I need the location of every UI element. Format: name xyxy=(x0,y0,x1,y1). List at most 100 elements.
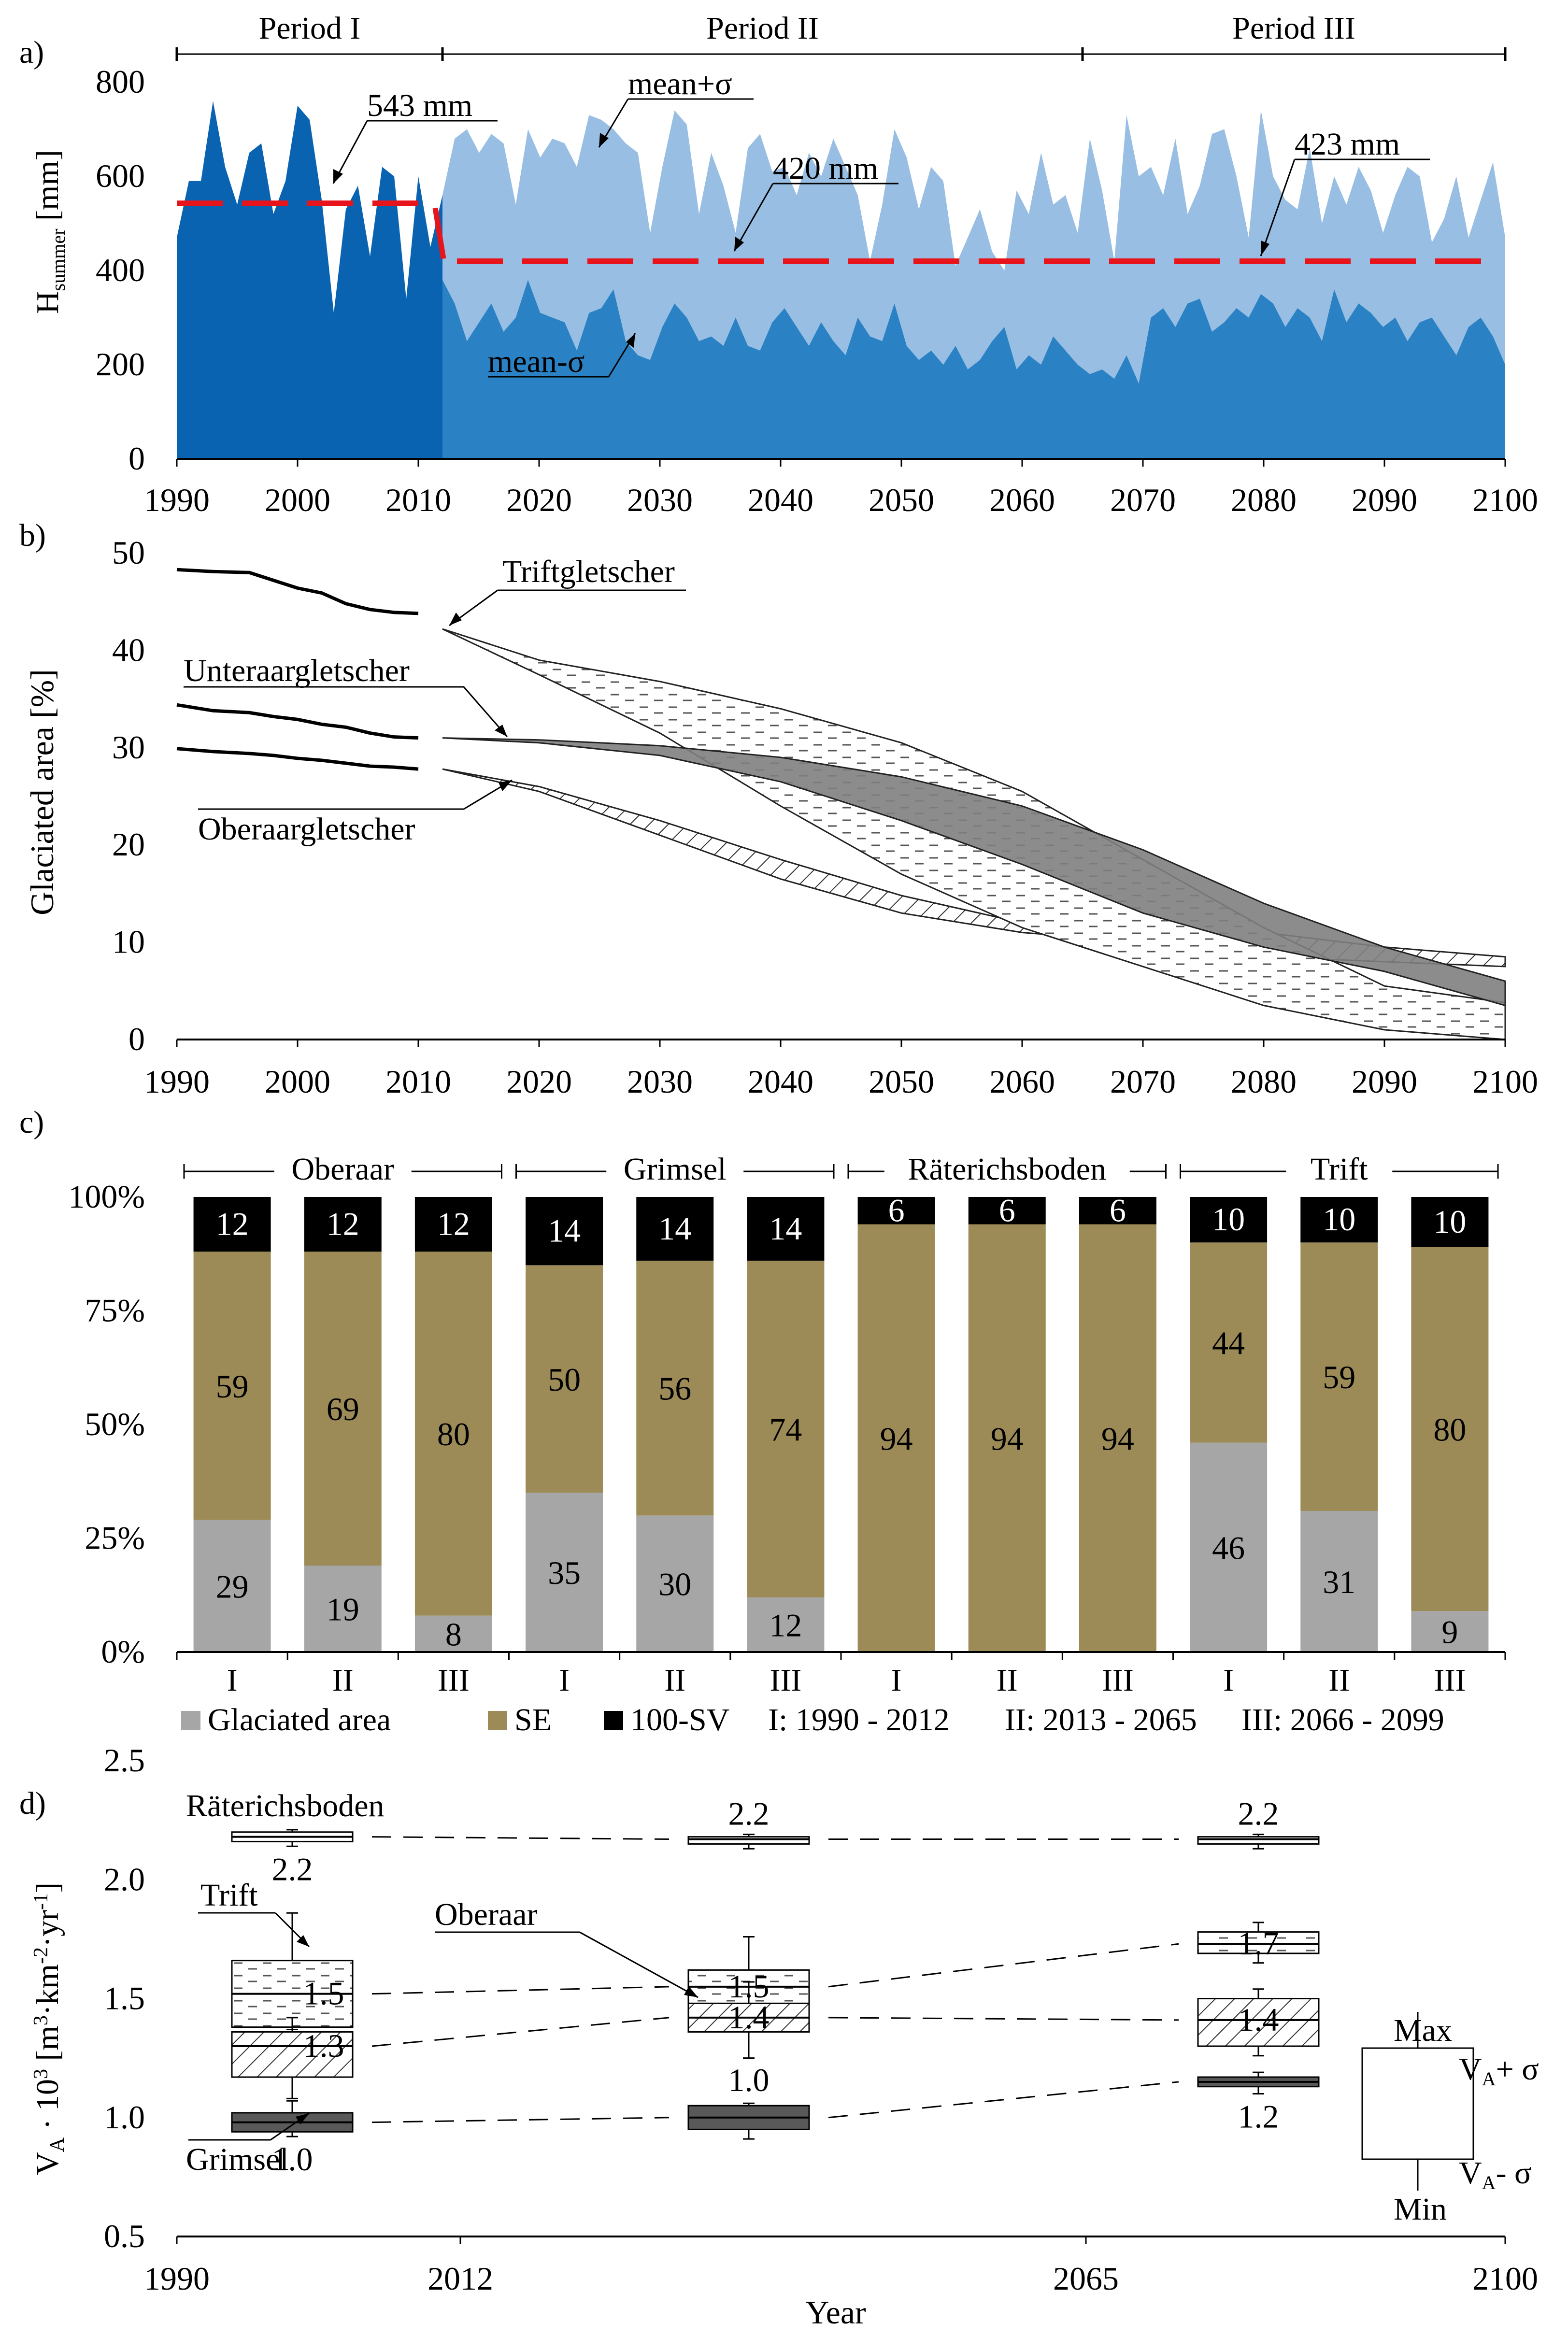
y-tick-label: 0 xyxy=(128,1021,145,1057)
box-label: 1.5 xyxy=(303,1975,344,2012)
bar-glaciated xyxy=(747,1597,825,1652)
x-tick-label: 2100 xyxy=(1472,2260,1538,2297)
x-tick-label: 2040 xyxy=(748,482,813,518)
label-unteraargletscher-text: Unteraargletscher xyxy=(184,653,410,688)
label-trift-text: Trift xyxy=(200,1878,258,1913)
connector-trift xyxy=(828,1943,1179,1988)
bar-se-label: 69 xyxy=(327,1391,359,1427)
label-oberaargletscher: Oberaargletscher xyxy=(198,779,513,847)
y-tick-label: 0.5 xyxy=(104,2218,145,2254)
box-label: 1.0 xyxy=(728,2062,770,2098)
label-raterichsboden: Räterichsboden xyxy=(186,1788,385,1823)
precip-areas xyxy=(177,101,1505,459)
bar-sv xyxy=(857,1197,935,1225)
connector-oberaar xyxy=(828,2017,1179,2021)
bar-sv xyxy=(747,1197,825,1261)
box-räterichsboden xyxy=(1197,1836,1320,1845)
glacier-bands xyxy=(442,628,1506,1040)
box-label: 2.2 xyxy=(1238,1795,1279,1832)
y-tick-label: 200 xyxy=(96,346,145,383)
yl-m: [m xyxy=(30,2025,65,2069)
label-oberaar-text: Oberaar xyxy=(435,1897,538,1932)
legend-glaciated: Glaciated area xyxy=(208,1702,391,1738)
panel-b-label: b) xyxy=(19,518,46,553)
yl-km2: -2 xyxy=(30,1947,52,1964)
x-tick-label: III xyxy=(1434,1663,1466,1698)
label-grimsel-text: Grimsel xyxy=(186,2142,289,2177)
y-tick-label: 400 xyxy=(96,252,145,288)
x-tick-label: 2060 xyxy=(989,1063,1055,1100)
legend-period-3: III: 2066 - 2099 xyxy=(1241,1702,1444,1738)
x-tick-label: II xyxy=(1328,1663,1350,1698)
y-tick-label: 25% xyxy=(85,1520,145,1556)
annotation-543-label: 543 mm xyxy=(367,88,472,123)
box-plots: 2.22.2 2.21.5 1.51.71.31.4 1.41.01.01.2 xyxy=(231,1795,1320,2178)
yl-m3: 3 xyxy=(30,2015,52,2025)
x-axis-label-d: Year xyxy=(805,2294,866,2331)
y-tick-label: 1.5 xyxy=(104,1980,145,2017)
x-tick-labels-a: 1990 2000 2010 2020 2030 2040 2050 2060 2070 2080… xyxy=(144,459,1538,518)
x-tick-label: 2012 xyxy=(428,2260,493,2297)
annotation-420: 420 mm xyxy=(733,151,898,252)
annotation-420-label: 420 mm xyxy=(773,151,878,186)
x-tick-labels-d: 1990 2012 2065 2100 xyxy=(144,2236,1538,2297)
x-tick-label: II xyxy=(332,1663,354,1698)
box-label: 1.4 xyxy=(728,1999,770,2036)
bar-glaciated xyxy=(193,1520,271,1652)
bar-sv xyxy=(1079,1197,1156,1225)
label-trift: Trift xyxy=(198,1878,310,1948)
legend-swatch-sv xyxy=(604,1711,623,1730)
x-tick-label: 1990 xyxy=(144,2260,210,2297)
yl-10: · 10 xyxy=(30,2079,65,2137)
bar-glaciated-label: 46 xyxy=(1212,1529,1245,1566)
x-tick-label: III xyxy=(438,1663,470,1698)
x-tick-label: 2100 xyxy=(1472,482,1538,518)
bar-se xyxy=(968,1224,1046,1652)
label-grimsel: Grimsel xyxy=(186,2112,310,2177)
mean-line-transition xyxy=(432,207,446,259)
x-tick-label: 2030 xyxy=(627,482,693,518)
x-tick-label: 2050 xyxy=(869,1063,934,1100)
yl-v: V xyxy=(30,2152,65,2175)
y-tick-label: 100% xyxy=(68,1178,145,1215)
bar-se xyxy=(857,1224,935,1652)
bar-sv xyxy=(1300,1197,1378,1243)
legend-swatch-glaciated xyxy=(181,1711,200,1730)
box-trift xyxy=(1197,1931,1320,1954)
bl-plus-t: + σ xyxy=(1496,2051,1539,2087)
x-tick-label: II xyxy=(664,1663,685,1698)
x-tick-label: 2080 xyxy=(1231,1063,1297,1100)
x-tick-label: 2030 xyxy=(627,1063,693,1100)
y-tick-label: 600 xyxy=(96,157,145,194)
connector-oberaar xyxy=(371,2017,670,2047)
box-label: 1.4 xyxy=(1238,2001,1279,2038)
box-label: 1.2 xyxy=(1238,2098,1279,2135)
y-axis-label-b: Glaciated area [%] xyxy=(24,669,60,915)
observed-line-triftgletscher xyxy=(176,568,419,615)
legend-sv: 100-SV xyxy=(630,1702,729,1738)
y-tick-labels-c: 0% 25% 50% 75% 100% xyxy=(68,1178,145,1670)
box-legend-max: Max xyxy=(1394,2013,1452,2048)
bar-glaciated xyxy=(304,1566,382,1652)
legend-se: SE xyxy=(514,1702,552,1738)
bar-sv-label: 14 xyxy=(769,1210,802,1247)
bar-sv xyxy=(636,1197,714,1261)
yl-yr1: -1 xyxy=(30,1893,52,1910)
y-label-sub: summer xyxy=(47,228,69,291)
y-tick-label: 0 xyxy=(128,440,145,477)
yl-close: ] xyxy=(30,1882,65,1893)
annotation-mean-plus-label: mean+σ xyxy=(628,66,732,101)
bar-se-label: 94 xyxy=(1101,1420,1134,1457)
legend-period-1: I: 1990 - 2012 xyxy=(768,1702,950,1738)
bar-se-label: 80 xyxy=(1433,1411,1466,1448)
period-label: Period I xyxy=(259,11,361,46)
bar-sv-label: 6 xyxy=(1110,1192,1126,1228)
x-tick-label: 2090 xyxy=(1352,482,1417,518)
legend-period-2: II: 2013 - 2065 xyxy=(1005,1702,1197,1738)
group-label: Trift xyxy=(1311,1152,1368,1187)
observed-line-oberaargletscher xyxy=(176,747,419,771)
observed-line-unteraargletscher xyxy=(176,703,419,740)
x-tick-label: 1990 xyxy=(144,482,210,518)
x-tick-labels-c: I II III I II III I II III I II III xyxy=(176,1652,1506,1698)
